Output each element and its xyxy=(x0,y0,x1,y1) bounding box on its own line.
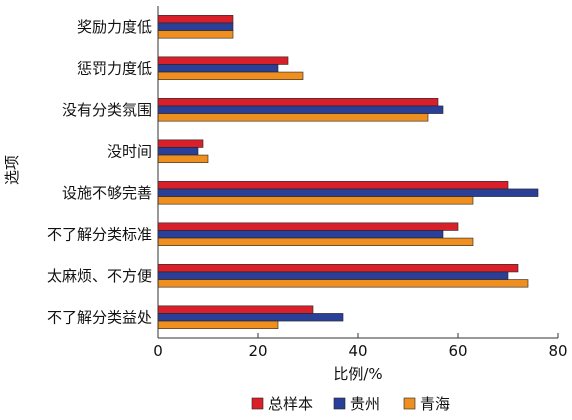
y-axis-label: 选项 xyxy=(3,155,21,185)
legend-label: 贵州 xyxy=(350,395,380,413)
x-tick-label: 80 xyxy=(548,342,567,360)
bar-2-cat-5 xyxy=(157,188,539,197)
legend-item-1: 总样本 xyxy=(251,395,313,413)
bar-2-cat-2 xyxy=(157,64,279,73)
category-labels: 奖励力度低惩罚力度低没有分类氛围没时间设施不够完善不了解分类标准太麻烦、不方便不… xyxy=(47,18,152,327)
x-tick-label: 40 xyxy=(348,342,367,360)
legend-swatch xyxy=(403,397,416,410)
legend-label: 总样本 xyxy=(268,395,313,413)
bar-2-cat-3 xyxy=(157,105,444,114)
bar-3-cat-6 xyxy=(157,237,474,246)
bar-3-cat-2 xyxy=(157,71,304,80)
bar-1-cat-1 xyxy=(157,15,234,24)
bar-3-cat-8 xyxy=(157,320,279,329)
category-label: 没时间 xyxy=(107,142,152,160)
legend-label: 青海 xyxy=(420,395,450,413)
bar-2-cat-7 xyxy=(157,271,509,280)
bar-1-cat-7 xyxy=(157,264,519,273)
category-label: 不了解分类标准 xyxy=(47,225,152,243)
legend-swatch xyxy=(333,397,346,410)
bar-1-cat-8 xyxy=(157,305,314,314)
legend-item-2: 贵州 xyxy=(333,395,380,413)
category-label: 不了解分类益处 xyxy=(47,308,152,326)
bar-3-cat-5 xyxy=(157,196,474,205)
bar-2-cat-1 xyxy=(157,22,234,31)
category-label: 太麻烦、不方便 xyxy=(47,267,152,285)
category-label: 惩罚力度低 xyxy=(77,59,152,77)
category-label: 设施不够完善 xyxy=(62,184,152,202)
x-tick-label: 60 xyxy=(448,342,467,360)
category-label: 奖励力度低 xyxy=(77,18,152,36)
bars-layer xyxy=(157,15,539,329)
bar-2-cat-6 xyxy=(157,230,444,239)
bar-2-cat-4 xyxy=(157,147,199,156)
bar-3-cat-3 xyxy=(157,113,429,122)
bar-1-cat-3 xyxy=(157,98,439,107)
x-axis-label: 比例/% xyxy=(333,365,382,383)
bar-3-cat-7 xyxy=(157,279,529,288)
x-tick-labels: 0 20 40 60 80 xyxy=(153,342,567,360)
legend: 总样本 贵州 青海 xyxy=(251,395,450,413)
category-label: 没有分类氛围 xyxy=(62,101,152,119)
bar-1-cat-6 xyxy=(157,222,459,231)
bar-2-cat-8 xyxy=(157,313,344,322)
x-tick-label: 0 xyxy=(153,342,163,360)
bar-1-cat-5 xyxy=(157,181,509,190)
bar-3-cat-4 xyxy=(157,154,209,163)
legend-item-3: 青海 xyxy=(403,395,450,413)
x-tick-label: 20 xyxy=(248,342,267,360)
legend-swatch xyxy=(251,397,264,410)
axes-layer xyxy=(157,6,559,339)
bar-3-cat-1 xyxy=(157,30,234,39)
bar-1-cat-2 xyxy=(157,56,289,65)
bar-1-cat-4 xyxy=(157,139,204,148)
